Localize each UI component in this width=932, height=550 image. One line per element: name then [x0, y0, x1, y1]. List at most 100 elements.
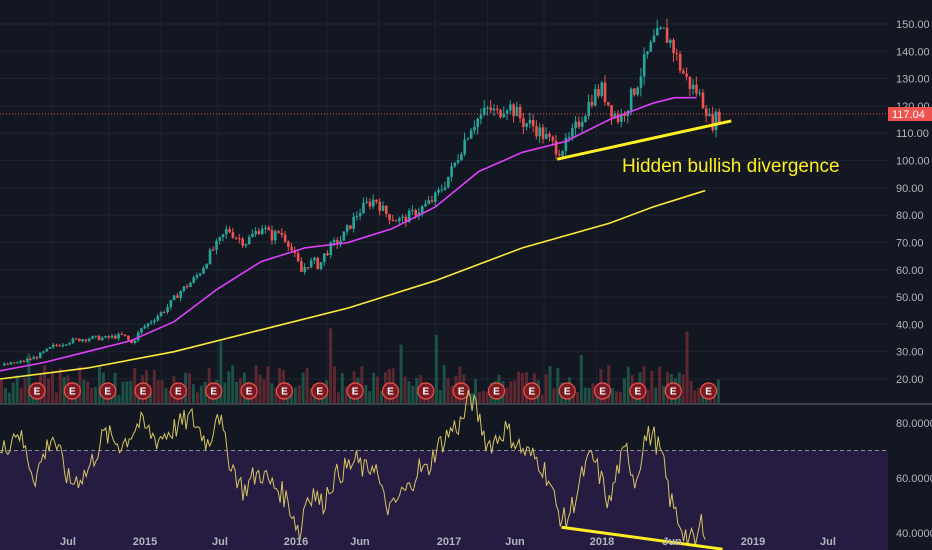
candle-body[interactable] — [675, 53, 679, 55]
candle-body[interactable] — [512, 104, 515, 117]
earnings-marker-icon[interactable] — [63, 382, 81, 400]
candle-body[interactable] — [414, 210, 417, 216]
candle-body[interactable] — [65, 344, 68, 346]
candle-body[interactable] — [538, 127, 542, 137]
candle-body[interactable] — [593, 89, 597, 106]
earnings-marker-icon[interactable] — [134, 382, 152, 400]
candle-body[interactable] — [91, 336, 94, 339]
candle-body[interactable] — [682, 70, 685, 74]
candle-body[interactable] — [270, 230, 274, 241]
candle-body[interactable] — [45, 348, 49, 352]
candle-body[interactable] — [55, 344, 58, 346]
candle-body[interactable] — [492, 108, 496, 111]
candle-body[interactable] — [427, 200, 431, 204]
candle-body[interactable] — [365, 201, 369, 203]
candle-body[interactable] — [143, 326, 147, 329]
candle-body[interactable] — [306, 267, 310, 269]
candle-body[interactable] — [290, 246, 293, 251]
candle-body[interactable] — [669, 39, 672, 43]
candle-body[interactable] — [260, 228, 264, 235]
candle-body[interactable] — [623, 113, 626, 117]
candle-body[interactable] — [195, 275, 199, 278]
candle-body[interactable] — [114, 335, 117, 339]
candle-body[interactable] — [153, 320, 156, 323]
candle-body[interactable] — [251, 234, 254, 238]
candle-body[interactable] — [156, 316, 160, 321]
moving-average-50-line[interactable] — [0, 96, 697, 372]
candle-body[interactable] — [509, 104, 512, 111]
candle-body[interactable] — [711, 114, 715, 131]
candle-body[interactable] — [280, 232, 284, 235]
candle-body[interactable] — [584, 116, 587, 123]
candle-body[interactable] — [283, 234, 287, 242]
candle-body[interactable] — [531, 120, 535, 127]
candle-body[interactable] — [453, 162, 457, 167]
candle-body[interactable] — [362, 202, 365, 214]
candle-body[interactable] — [662, 27, 666, 29]
candle-body[interactable] — [714, 111, 718, 131]
candle-body[interactable] — [355, 216, 359, 218]
candle-body[interactable] — [342, 231, 346, 241]
candle-body[interactable] — [385, 205, 388, 215]
candle-body[interactable] — [221, 234, 225, 238]
candle-body[interactable] — [104, 336, 107, 338]
candle-body[interactable] — [231, 232, 235, 238]
earnings-marker-icon[interactable] — [346, 382, 364, 400]
candle-body[interactable] — [678, 53, 682, 71]
rsi-pane[interactable]: 40.0000 60.0000 80.0000 — [0, 389, 932, 550]
candle-body[interactable] — [52, 344, 55, 348]
candle-body[interactable] — [541, 127, 545, 139]
candle-body[interactable] — [78, 338, 81, 342]
candle-body[interactable] — [336, 240, 339, 245]
candle-body[interactable] — [120, 333, 124, 335]
candle-body[interactable] — [544, 134, 548, 139]
candle-body[interactable] — [718, 111, 721, 123]
candle-body[interactable] — [574, 121, 577, 128]
candle-body[interactable] — [149, 322, 153, 324]
candle-body[interactable] — [401, 216, 404, 218]
candle-body[interactable] — [123, 334, 127, 336]
candle-body[interactable] — [698, 92, 702, 94]
candle-body[interactable] — [603, 82, 607, 103]
earnings-marker-icon[interactable] — [593, 382, 612, 400]
candle-body[interactable] — [642, 54, 646, 77]
candle-body[interactable] — [133, 340, 137, 343]
earnings-marker-icon[interactable] — [240, 382, 258, 400]
candle-body[interactable] — [394, 220, 398, 222]
candle-body[interactable] — [225, 229, 228, 235]
candle-body[interactable] — [652, 35, 656, 42]
candle-body[interactable] — [411, 210, 414, 212]
candle-body[interactable] — [558, 154, 561, 156]
candle-body[interactable] — [179, 291, 182, 298]
candle-body[interactable] — [404, 216, 408, 223]
candle-body[interactable] — [9, 362, 13, 365]
candle-body[interactable] — [371, 199, 375, 207]
candle-body[interactable] — [450, 166, 453, 177]
candle-body[interactable] — [502, 113, 506, 118]
candle-body[interactable] — [620, 113, 623, 122]
candle-body[interactable] — [368, 201, 372, 207]
candle-body[interactable] — [463, 139, 466, 155]
candle-body[interactable] — [587, 101, 591, 117]
candle-body[interactable] — [473, 127, 476, 131]
candle-body[interactable] — [424, 203, 427, 207]
earnings-marker-icon[interactable] — [629, 382, 647, 400]
candle-body[interactable] — [398, 217, 401, 222]
candle-body[interactable] — [215, 240, 218, 250]
candle-body[interactable] — [48, 347, 52, 349]
candle-body[interactable] — [300, 261, 303, 272]
candle-body[interactable] — [391, 219, 395, 221]
candle-body[interactable] — [247, 237, 251, 245]
candle-body[interactable] — [420, 206, 424, 213]
candle-body[interactable] — [130, 339, 133, 343]
candle-body[interactable] — [19, 360, 22, 363]
candle-body[interactable] — [600, 82, 604, 96]
earnings-marker-icon[interactable] — [487, 382, 506, 400]
candle-body[interactable] — [228, 229, 231, 233]
candle-body[interactable] — [610, 105, 613, 118]
candle-body[interactable] — [525, 123, 528, 127]
candle-body[interactable] — [388, 214, 391, 220]
candle-body[interactable] — [375, 199, 378, 202]
earnings-marker-icon[interactable] — [699, 382, 718, 400]
candle-body[interactable] — [303, 267, 306, 272]
